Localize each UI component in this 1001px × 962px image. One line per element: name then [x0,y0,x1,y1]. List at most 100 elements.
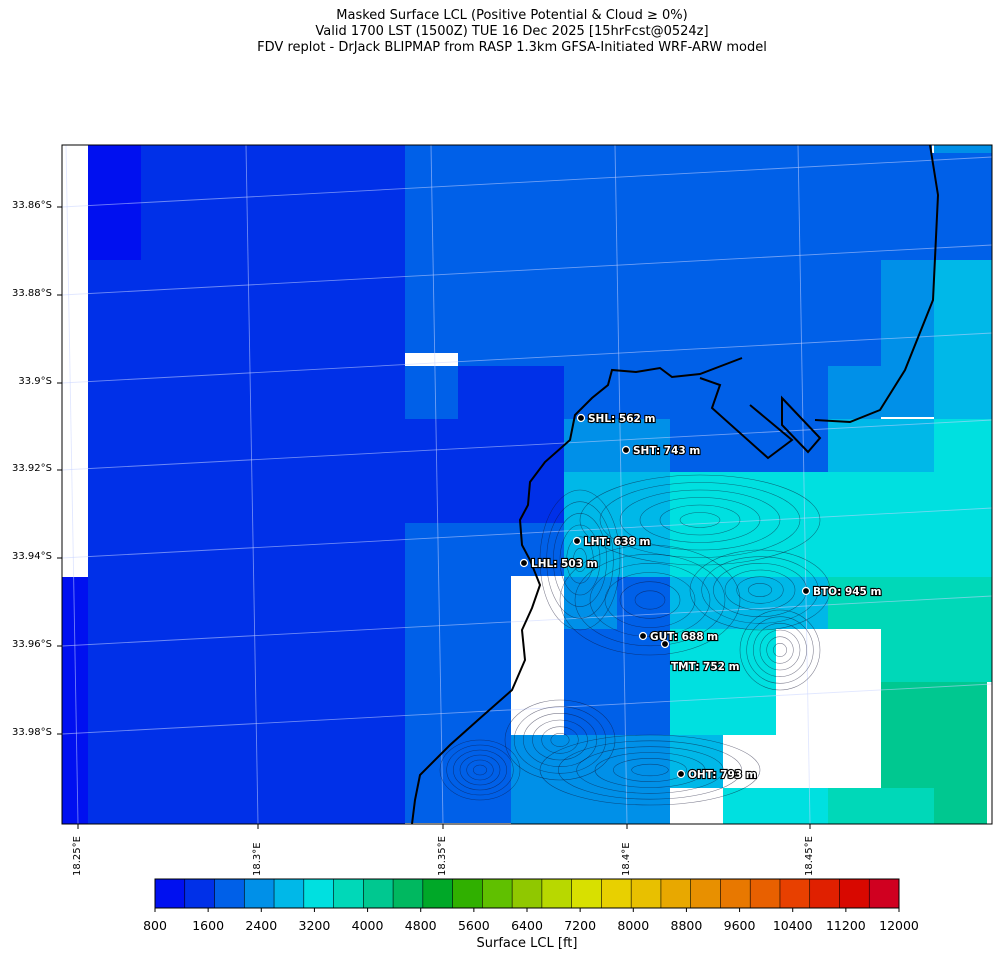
station-dot [801,586,811,596]
station-lhl: LHL: 503 m [519,557,599,571]
title-line-1: Masked Surface LCL (Positive Potential &… [336,8,688,23]
colorbar-tick-label: 9600 [723,918,756,933]
colorbar-tick-label: 4000 [351,918,384,933]
lcl-cell [511,735,564,824]
graticule-lat-line [62,244,992,296]
station-label: LHL: 503 m [531,558,598,570]
lcl-cell [564,629,617,735]
colorbar-tick-label: 8000 [617,918,650,933]
figure-title: Masked Surface LCL (Positive Potential &… [0,8,1001,56]
colorbar-swatch [750,879,781,908]
graticule-lat-line [62,156,992,208]
contour-line [539,489,621,631]
contour-line [574,553,726,647]
contour-line [619,581,681,619]
lcl-cell [828,472,934,577]
graticule-lat-line [62,507,992,559]
graticule-lon-line [245,145,259,824]
latitude-label: 33.94°S [12,551,52,562]
lcl-cell [670,472,828,577]
contour-line [573,548,587,572]
colorbar-tick-label: 3200 [298,918,331,933]
colorbar-swatch [631,879,662,908]
lcl-cell [617,577,670,629]
lcl-cell [617,629,670,735]
latitude-label: 33.86°S [12,200,52,211]
graticule-lon-line [65,145,79,824]
station-label: SHL: 562 m [588,413,655,425]
lcl-grid-cells [62,145,992,824]
contour-line [553,513,607,607]
colorbar-swatch [422,879,454,908]
colorbar-swatch [660,879,692,908]
lcl-map [62,145,992,824]
station-dot [638,631,648,641]
lcl-cell [405,523,511,823]
contour-line [613,758,687,782]
station-dot [660,639,670,649]
lcl-cell [670,577,776,629]
contour-line [748,583,772,597]
contour-line [546,501,614,619]
station-label: GUT: 688 m [650,631,718,643]
graticule-lon-line [430,145,444,824]
latitude-label: 33.92°S [12,463,52,474]
colorbar-tick-label: 2400 [245,918,278,933]
latitude-label: 33.96°S [12,639,52,650]
lcl-cell [776,735,881,788]
graticule-lat-line [62,683,992,735]
axis-ticks [57,206,811,829]
colorbar-tick-label: 5600 [457,918,490,933]
station-bto: BTO: 945 m [801,585,883,599]
colorbar-swatch [155,879,186,908]
colorbar-swatch [839,879,870,908]
contour-line [589,563,711,637]
contour-line [579,474,821,566]
lcl-cell [828,788,881,824]
lcl-cell [776,577,828,629]
lcl-cell [564,472,617,577]
graticule-lat-line [62,419,992,471]
contour-line [679,512,721,528]
station-oht: OHT: 793 m [676,768,758,782]
lcl-cell [828,366,881,419]
station-dot [572,536,582,546]
colorbar-swatch [303,879,335,908]
colorbar-swatch [244,879,275,908]
latitude-label: 33.9°S [18,376,52,387]
contour-line [659,504,741,536]
contour-line [773,643,787,657]
latitude-label: 33.98°S [12,727,52,738]
colorbar-swatch [779,879,811,908]
colorbar-swatch [690,879,721,908]
latitude-label: 33.88°S [12,288,52,299]
contour-line [539,734,761,806]
colorbar-tick-label: 4800 [404,918,437,933]
contour-line [446,744,514,796]
lcl-cell [88,145,141,260]
lcl-cell [670,629,776,735]
lcl-cell [881,788,934,824]
title-line-3: FDV replot - DrJack BLIPMAP from RASP 1.… [257,40,767,55]
colorbar-swatch [333,879,364,908]
contour-line [513,706,607,774]
station-dot [676,769,686,779]
lcl-cell [405,419,458,523]
contour-line [504,699,616,781]
contour-line [766,636,794,664]
lcl-cell [934,419,992,577]
station-dot [621,445,631,455]
lcl-cell [828,629,881,735]
contour-line [639,497,761,543]
contour-line [599,482,801,558]
contour-line [576,746,724,794]
harbour-breakwater [699,377,822,460]
station-sht: SHT: 743 m [621,444,701,458]
contour-line [550,733,570,747]
station-label: TMT: 752 m [671,661,740,673]
lcl-cell [932,153,992,260]
colorbar-swatch [601,879,632,908]
station-label: BTO: 945 m [813,586,882,598]
lcl-cell [564,735,617,824]
